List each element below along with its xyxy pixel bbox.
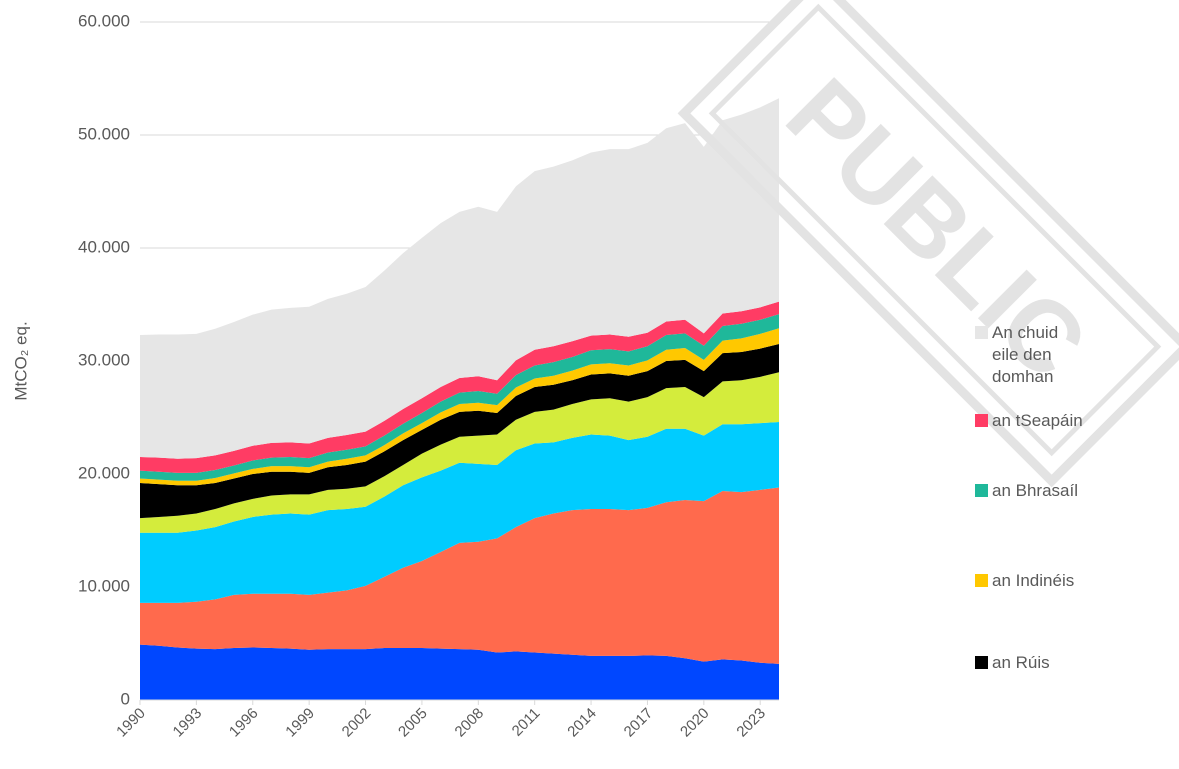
legend-swatch [975, 574, 988, 587]
y-tick-label: 10.000 [78, 576, 130, 595]
legend-swatch [975, 656, 988, 669]
legend-item: an Rúis [975, 652, 1125, 674]
area [140, 301, 779, 473]
y-tick-label: 30.000 [78, 350, 130, 369]
y-tick-label: 0 [121, 689, 130, 708]
area [140, 98, 779, 459]
x-tick-label: 1999 [282, 705, 318, 741]
y-tick-label: 60.000 [78, 11, 130, 30]
watermark-frame [677, 0, 1179, 488]
x-tick-label: 1990 [113, 705, 149, 741]
legend-swatch [975, 326, 988, 339]
y-axis-label: MtCO₂ eq. [11, 321, 30, 400]
area [140, 344, 779, 519]
area [140, 644, 779, 700]
legend-item: An chuid eile den domhan [975, 322, 1125, 388]
watermark-frame [708, 3, 1162, 457]
y-tick-label: 20.000 [78, 463, 130, 482]
area [140, 314, 779, 481]
area [140, 372, 779, 533]
y-tick-label: 40.000 [78, 237, 130, 256]
legend-item: an tSeapáin [975, 410, 1125, 432]
x-tick-label: 1993 [170, 705, 206, 741]
legend-swatch [975, 414, 988, 427]
legend-label: an Bhrasaíl [992, 481, 1078, 500]
x-tick-label: 2011 [509, 705, 544, 740]
x-tick-label: 2023 [733, 705, 769, 741]
x-tick-label: 2002 [339, 705, 375, 741]
x-tick-label: 2017 [621, 705, 657, 741]
area [140, 487, 779, 664]
area [140, 328, 779, 486]
legend-item: an Indinéis [975, 570, 1125, 592]
legend-item: an Bhrasaíl [975, 480, 1125, 502]
x-tick-label: 2020 [677, 705, 713, 741]
legend-label: an Indinéis [992, 571, 1075, 590]
legend-swatch [975, 484, 988, 497]
legend-label: an Rúis [992, 653, 1050, 672]
x-tick-label: 2014 [564, 705, 600, 741]
legend-label: An chuid eile den domhan [992, 323, 1059, 386]
x-tick-label: 2005 [395, 705, 431, 741]
area [140, 422, 779, 603]
x-tick-label: 2008 [452, 705, 488, 741]
legend-label: an tSeapáin [992, 411, 1083, 430]
x-tick-label: 1996 [226, 705, 262, 741]
y-tick-label: 50.000 [78, 124, 130, 143]
